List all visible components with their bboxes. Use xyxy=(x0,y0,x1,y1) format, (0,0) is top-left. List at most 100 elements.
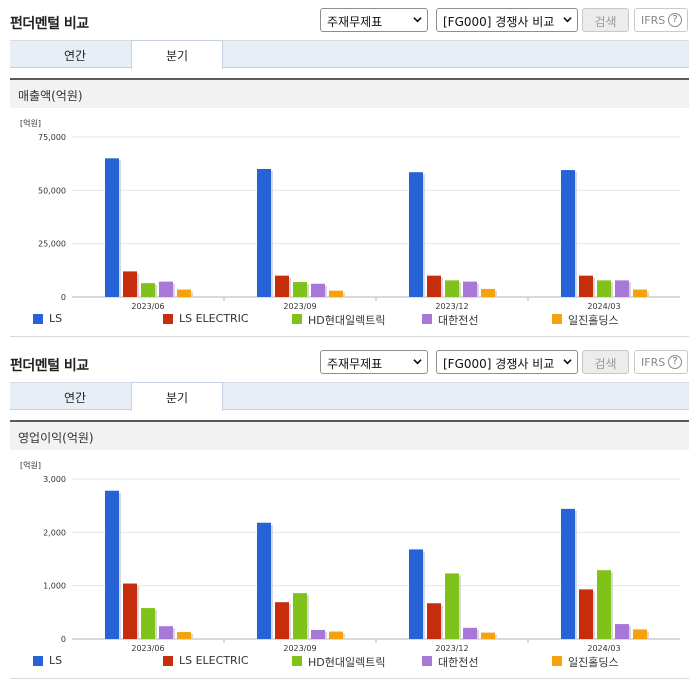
fundamental-panel-operating-profit: 펀더멘털 비교 주재무제표 [FG000] 경쟁사 비교 검색 IFRS ? 연… xyxy=(0,342,696,684)
bar-1[interactable] xyxy=(427,603,441,639)
fundamental-panel-revenue: 펀더멘털 비교 주재무제표 [FG000] 경쟁사 비교 검색 IFRS ? 연… xyxy=(0,0,696,337)
bar-1[interactable] xyxy=(579,589,593,639)
panel-header: 펀더멘털 비교 주재무제표 [FG000] 경쟁사 비교 검색 IFRS ? xyxy=(0,342,696,382)
compare-group-value: [FG000] 경쟁사 비교 xyxy=(443,357,555,371)
bar-3[interactable] xyxy=(159,626,173,639)
help-icon: ? xyxy=(668,13,682,27)
bar-1[interactable] xyxy=(579,275,593,297)
bar-4[interactable] xyxy=(481,288,495,297)
legend-swatch xyxy=(163,656,173,666)
bar-3[interactable] xyxy=(615,280,629,297)
report-type-value: 주재무제표 xyxy=(327,357,383,371)
x-tick-label: 2023/06 xyxy=(131,644,164,652)
x-tick-label: 2023/12 xyxy=(435,302,468,310)
legend-swatch xyxy=(163,314,173,324)
y-tick-label: 2,000 xyxy=(43,528,66,537)
bar-1[interactable] xyxy=(275,602,289,639)
y-tick-label: 0 xyxy=(61,635,66,644)
bar-0[interactable] xyxy=(105,158,119,297)
legend-label: LS xyxy=(49,654,63,667)
metric-title: 매출액(억원) xyxy=(10,78,689,108)
bar-1[interactable] xyxy=(275,275,289,297)
bar-0[interactable] xyxy=(409,172,423,297)
legend-label: HD현대일렉트릭 xyxy=(308,314,386,327)
legend-label: 대한전선 xyxy=(438,656,479,669)
bar-3[interactable] xyxy=(311,629,325,639)
tab-annual[interactable]: 연간 xyxy=(63,391,87,405)
legend-label: LS ELECTRIC xyxy=(179,654,249,667)
legend-label: HD현대일렉트릭 xyxy=(308,656,386,669)
bar-4[interactable] xyxy=(481,632,495,639)
legend-label: LS ELECTRIC xyxy=(179,312,249,325)
legend-swatch xyxy=(552,314,562,324)
x-tick-label: 2023/12 xyxy=(435,644,468,652)
y-tick-label: 1,000 xyxy=(43,582,66,591)
bar-0[interactable] xyxy=(561,508,575,639)
bar-1[interactable] xyxy=(123,583,137,639)
bar-2[interactable] xyxy=(293,282,307,297)
revenue-bar-chart: 0 25,000 50,000 75,000 2023/06 2023/09 2023/12… xyxy=(38,133,680,310)
legend-swatch xyxy=(33,656,43,666)
report-type-select[interactable]: 주재무제표 xyxy=(320,350,428,374)
ifrs-help-button[interactable]: IFRS ? xyxy=(634,8,688,32)
bar-2[interactable] xyxy=(141,608,155,639)
x-tick-label: 2024/03 xyxy=(587,644,620,652)
bar-2[interactable] xyxy=(597,280,611,297)
legend-swatch xyxy=(422,314,432,324)
bar-0[interactable] xyxy=(561,170,575,297)
bar-2[interactable] xyxy=(445,280,459,297)
panel-title: 펀더멘털 비교 xyxy=(10,358,89,374)
x-tick-label: 2024/03 xyxy=(587,302,620,310)
chevron-down-icon xyxy=(563,359,572,365)
bar-0[interactable] xyxy=(105,490,119,639)
search-button[interactable]: 검색 xyxy=(582,8,629,32)
bar-1[interactable] xyxy=(427,275,441,297)
bar-4[interactable] xyxy=(177,632,191,639)
chart-legend: LS LS ELECTRIC HD현대일렉트릭 대한전선 일진홀딩스 xyxy=(0,310,696,328)
bar-0[interactable] xyxy=(257,522,271,639)
chevron-down-icon xyxy=(413,359,422,365)
x-tick-label: 2023/06 xyxy=(131,302,164,310)
bar-0[interactable] xyxy=(257,169,271,297)
tab-quarterly[interactable]: 분기 xyxy=(131,40,223,69)
bar-4[interactable] xyxy=(633,289,647,297)
bar-4[interactable] xyxy=(633,629,647,639)
bar-3[interactable] xyxy=(463,281,477,297)
compare-group-select[interactable]: [FG000] 경쟁사 비교 xyxy=(436,8,578,32)
bar-0[interactable] xyxy=(409,549,423,639)
bar-2[interactable] xyxy=(597,570,611,639)
bar-2[interactable] xyxy=(141,283,155,297)
tab-quarterly[interactable]: 분기 xyxy=(131,382,223,411)
bar-3[interactable] xyxy=(463,627,477,639)
bar-4[interactable] xyxy=(329,290,343,297)
legend-swatch xyxy=(552,656,562,666)
bar-2[interactable] xyxy=(293,593,307,639)
metric-title: 영업이익(억원) xyxy=(10,420,689,450)
report-type-value: 주재무제표 xyxy=(327,15,383,29)
bar-4[interactable] xyxy=(329,631,343,639)
legend-label: 일진홀딩스 xyxy=(568,314,619,327)
ifrs-help-button[interactable]: IFRS ? xyxy=(634,350,688,374)
panel-header: 펀더멘털 비교 주재무제표 [FG000] 경쟁사 비교 검색 IFRS ? xyxy=(0,0,696,40)
tab-annual[interactable]: 연간 xyxy=(63,49,87,63)
y-tick-label: 50,000 xyxy=(38,186,66,195)
unit-label: [억원] xyxy=(20,461,41,470)
ifrs-label: IFRS xyxy=(641,356,666,369)
bar-1[interactable] xyxy=(123,271,137,297)
bar-3[interactable] xyxy=(615,624,629,639)
bar-3[interactable] xyxy=(159,281,173,297)
legend-label: 대한전선 xyxy=(438,314,479,327)
legend-label: LS xyxy=(49,312,63,325)
x-tick-label: 2023/09 xyxy=(283,644,316,652)
report-type-select[interactable]: 주재무제표 xyxy=(320,8,428,32)
chevron-down-icon xyxy=(563,17,572,23)
bar-2[interactable] xyxy=(445,573,459,639)
search-button[interactable]: 검색 xyxy=(582,350,629,374)
bar-4[interactable] xyxy=(177,289,191,297)
compare-group-value: [FG000] 경쟁사 비교 xyxy=(443,15,555,29)
compare-group-select[interactable]: [FG000] 경쟁사 비교 xyxy=(436,350,578,374)
bar-3[interactable] xyxy=(311,283,325,297)
y-tick-label: 3,000 xyxy=(43,475,66,484)
y-tick-label: 0 xyxy=(61,293,66,302)
period-tabs: 연간 분기 xyxy=(10,382,689,411)
